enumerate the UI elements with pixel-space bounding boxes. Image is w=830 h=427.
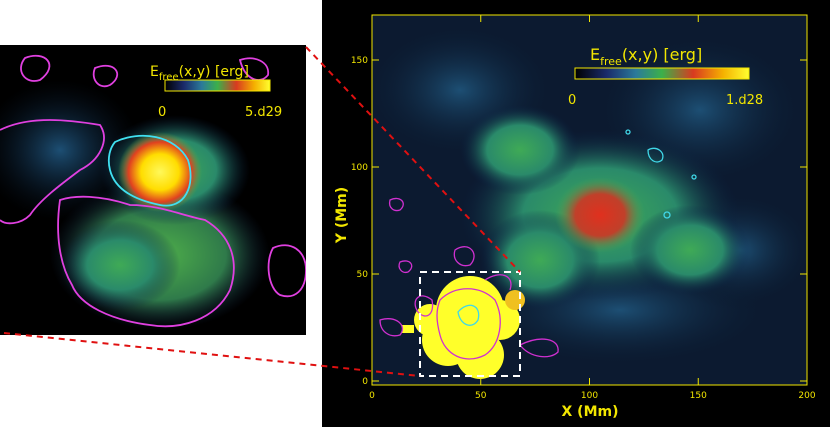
y-axis-label: Y (Mm) (334, 187, 350, 244)
inset-panel: Efree(x,y) [erg] 0 5.d29 (0, 45, 306, 335)
inset-negative-contours (0, 54, 306, 328)
x-tick-label: 150 (690, 391, 707, 401)
y-axis-ticks (372, 59, 807, 382)
main-colorbar-label-main: E (590, 45, 600, 64)
main-colorbar-label-rest: (x,y) [erg] (622, 45, 702, 64)
x-tick-label: 100 (581, 391, 598, 401)
main-colorbar-min: 0 (568, 93, 576, 108)
inset-colorbar-max: 5.d29 (245, 105, 282, 120)
x-axis-tick-labels: 0 50 100 150 200 (369, 391, 816, 401)
y-tick-label: 50 (357, 270, 369, 280)
zoom-connector-lines (3, 46, 521, 377)
y-tick-label: 0 (362, 377, 368, 387)
svg-text:Efree(x,y) [erg]: Efree(x,y) [erg] (590, 45, 702, 68)
y-tick-label: 100 (351, 163, 368, 173)
inset-colorbar-label-sub: free (159, 72, 179, 83)
x-tick-label: 200 (798, 391, 815, 401)
inset-colorbar: Efree(x,y) [erg] 0 5.d29 (150, 64, 282, 120)
x-tick-label: 0 (369, 391, 375, 401)
y-axis-tick-labels: 0 50 100 150 (351, 56, 368, 387)
svg-text:Efree(x,y) [erg]: Efree(x,y) [erg] (150, 64, 249, 83)
main-negative-contours (379, 197, 559, 360)
main-positive-contours (457, 129, 697, 326)
inset-colorbar-label-main: E (150, 64, 159, 80)
inset-positive-contour (107, 134, 192, 207)
saturated-region (402, 276, 525, 379)
main-panel: 0 50 100 150 200 X (Mm) 0 50 100 150 Y (… (322, 0, 830, 427)
zoom-box (419, 271, 521, 377)
inset-colorbar-min: 0 (158, 105, 166, 120)
x-axis-label: X (Mm) (562, 404, 619, 420)
inset-colorbar-label-rest: (x,y) [erg] (179, 64, 249, 80)
main-colorbar: Efree(x,y) [erg] 0 1.d28 (568, 45, 763, 108)
x-tick-label: 50 (475, 391, 487, 401)
main-colorbar-label-sub: free (600, 55, 622, 68)
y-tick-label: 150 (351, 56, 368, 66)
main-colorbar-max: 1.d28 (726, 93, 763, 108)
